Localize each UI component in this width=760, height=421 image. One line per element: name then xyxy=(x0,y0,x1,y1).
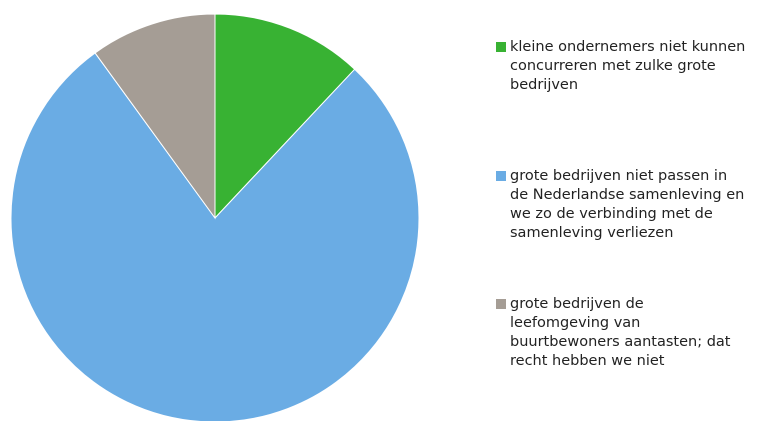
legend-label: grote bedrijven niet passen in de Nederl… xyxy=(510,168,745,241)
legend-item: grote bedrijven de leefomgeving van buur… xyxy=(496,295,746,371)
legend-label: kleine ondernemers niet kunnen concurrer… xyxy=(510,39,746,93)
legend-label: grote bedrijven de leefomgeving van buur… xyxy=(510,296,731,369)
legend-item: kleine ondernemers niet kunnen concurrer… xyxy=(496,38,746,95)
pie xyxy=(10,13,420,421)
legend-swatch xyxy=(496,171,506,181)
pie-slice xyxy=(214,13,356,220)
legend-item: grote bedrijven niet passen in de Nederl… xyxy=(496,167,746,243)
legend-swatch xyxy=(496,42,506,52)
pie-slice xyxy=(10,52,420,421)
legend-swatch xyxy=(496,299,506,309)
pie-slice xyxy=(94,13,216,220)
